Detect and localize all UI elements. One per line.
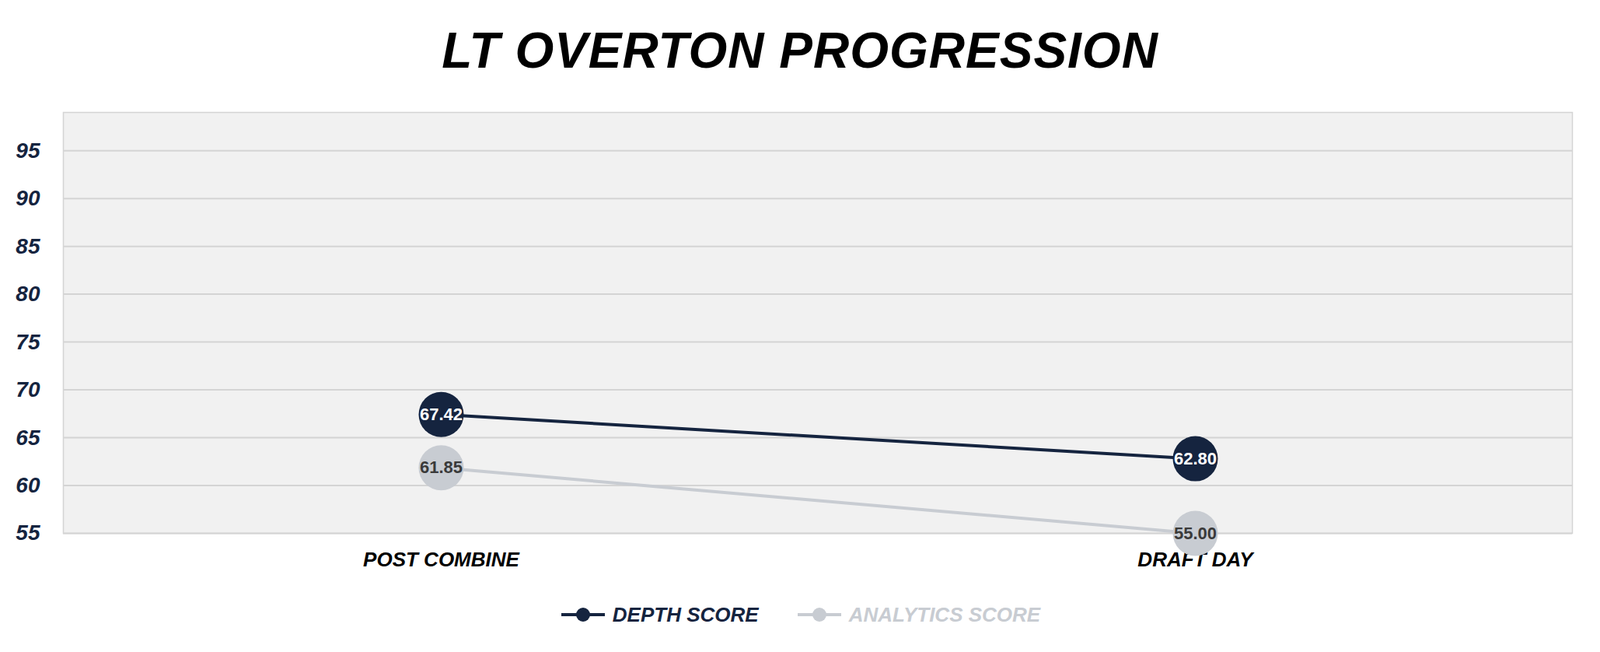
svg-text:90: 90 [15,185,41,210]
svg-text:55.00: 55.00 [1173,523,1217,543]
svg-text:60: 60 [15,472,41,497]
svg-text:DRAFT DAY: DRAFT DAY [1137,547,1253,571]
html-text:DEPTH SCORE: DEPTH SCORE [612,602,759,626]
svg-text:85: 85 [15,234,41,259]
svg-text:55: 55 [15,520,41,545]
svg-text:65: 65 [15,425,41,450]
html-text:ANALYTICS SCORE: ANALYTICS SCORE [848,602,1041,626]
svg-text:POST COMBINE: POST COMBINE [363,547,520,571]
svg-text:67.42: 67.42 [419,404,463,424]
svg-text:61.85: 61.85 [419,457,463,477]
svg-text:75: 75 [15,329,41,354]
svg-text:95: 95 [15,138,41,163]
svg-text:70: 70 [15,377,41,402]
html-text:LT OVERTON PROGRESSION: LT OVERTON PROGRESSION [441,22,1159,79]
svg-text:80: 80 [15,281,41,306]
svg-text:62.80: 62.80 [1173,448,1217,469]
